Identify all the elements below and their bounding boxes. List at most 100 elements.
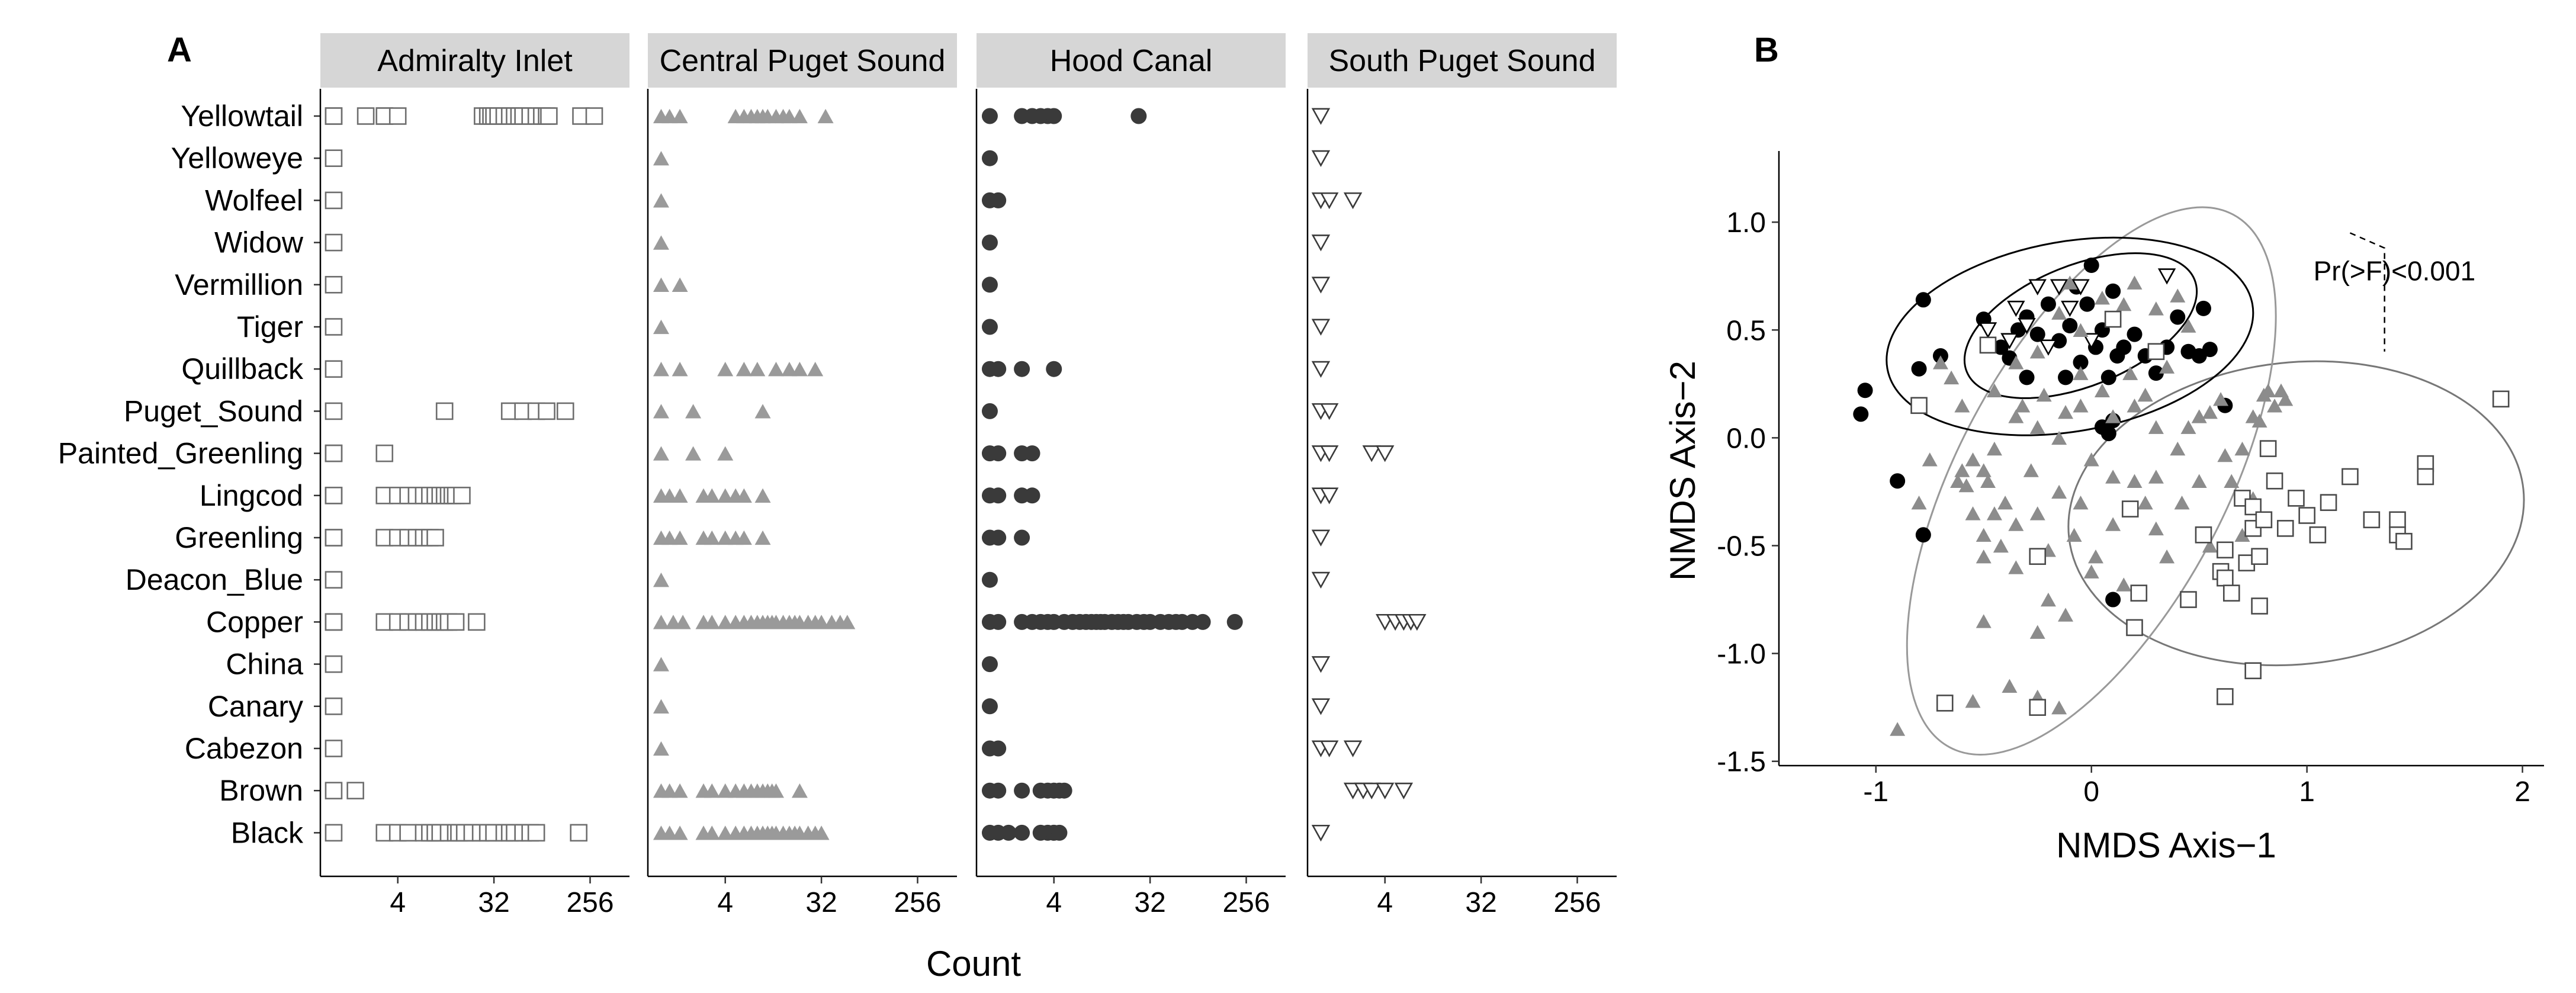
nmds-point-central-puget-sound-75 <box>2202 538 2218 553</box>
point-hood-canal-black-2 <box>1000 824 1017 841</box>
nmds-point-central-puget-sound-30 <box>2170 441 2186 456</box>
species-label-china: China <box>226 648 303 681</box>
point-south-puget-sound-widow-0 <box>1311 234 1331 252</box>
nmds-point-hood-canal-0 <box>1857 383 1873 399</box>
nmds-point-central-puget-sound-19 <box>2051 430 2067 445</box>
point-central-puget-sound-brown-4 <box>704 783 720 798</box>
significance-annotation: Pr(>F)<0.001 <box>2314 256 2476 287</box>
nmds-point-central-puget-sound-14 <box>1954 463 1970 477</box>
point-south-puget-sound-deacon-blue-0 <box>1311 571 1331 589</box>
species-label-yellowtail: Yellowtail <box>181 99 303 133</box>
point-south-puget-sound-black-0 <box>1311 824 1331 842</box>
point-central-puget-sound-yellowtail-11 <box>781 108 798 124</box>
point-central-puget-sound-copper-20 <box>813 615 830 629</box>
point-admiralty-inlet-tiger-0 <box>325 318 343 336</box>
series-admiralty-inlet <box>1910 310 2510 716</box>
facet-strip-south-puget-sound <box>1308 33 1617 88</box>
point-south-puget-sound-painted-greenling-3 <box>1376 445 1395 462</box>
point-central-puget-sound-yellowtail-1 <box>661 108 678 124</box>
species-label-wolfeel: Wolfeel <box>205 184 303 217</box>
nmds-point-hood-canal-4 <box>1915 292 1931 308</box>
point-central-puget-sound-lingcod-7 <box>735 488 752 503</box>
point-admiralty-inlet-lingcod-1 <box>325 486 343 504</box>
nmds-point-south-puget-sound-1 <box>2018 318 2036 335</box>
point-south-puget-sound-greenling-0 <box>1311 529 1331 547</box>
point-admiralty-inlet-painted-greenling-1 <box>325 444 343 462</box>
nmds-point-south-puget-sound-0 <box>2007 300 2025 317</box>
point-central-puget-sound-black-20 <box>813 825 830 840</box>
point-admiralty-inlet-widow-0 <box>325 233 343 252</box>
nmds-point-admiralty-inlet-34 <box>2417 468 2434 486</box>
nmds-point-central-puget-sound-11 <box>1997 495 2013 510</box>
panel-a-strip-plot: Yellowtail Yelloweye Wolfeel Widow Vermillio… <box>58 33 1617 918</box>
nmds-point-admiralty-inlet-13 <box>2222 584 2240 602</box>
nmds-point-central-puget-sound-6 <box>2040 592 2056 607</box>
nmds-point-central-puget-sound-8 <box>1993 538 2009 553</box>
point-admiralty-inlet-vermillion-0 <box>325 275 343 294</box>
point-hood-canal-copper-28 <box>1226 613 1243 630</box>
nmds-point-admiralty-inlet-2 <box>1910 397 1928 414</box>
nmds-point-central-puget-sound-1 <box>1965 694 1981 708</box>
nmds-point-central-puget-sound-63 <box>1944 370 1960 385</box>
nmds-point-hood-canal-14 <box>2062 318 2078 334</box>
point-hood-canal-canary-0 <box>981 698 998 715</box>
nmds-point-south-puget-sound-2 <box>2039 339 2058 356</box>
x-tick-label-hood-canal-256: 256 <box>1222 887 1270 918</box>
point-hood-canal-black-3 <box>1014 824 1030 841</box>
point-hood-canal-brown-2 <box>1014 782 1030 799</box>
point-central-puget-sound-brown-14 <box>791 783 808 798</box>
species-label-tiger: Tiger <box>237 310 303 343</box>
nmds-point-hood-canal-32 <box>2195 300 2211 316</box>
nmds-point-central-puget-sound-68 <box>1965 506 1981 520</box>
point-central-puget-sound-puget-sound-0 <box>653 404 669 419</box>
nmds-point-central-puget-sound-7 <box>1976 549 1992 564</box>
nmds-point-central-puget-sound-29 <box>2148 420 2164 434</box>
point-hood-canal-copper-1 <box>990 613 1007 630</box>
point-central-puget-sound-yelloweye-0 <box>653 151 669 166</box>
x-tick-label-admiralty-inlet-4: 4 <box>390 887 406 918</box>
nmds-point-central-puget-sound-50 <box>2029 345 2045 359</box>
point-central-puget-sound-black-1 <box>661 825 678 840</box>
nmds-point-admiralty-inlet-16 <box>2244 520 2262 537</box>
point-south-puget-sound-canary-0 <box>1311 698 1331 715</box>
nmds-point-admiralty-inlet-20 <box>2255 511 2273 529</box>
point-hood-canal-yelloweye-0 <box>981 150 998 166</box>
nmds-x-tick-label-3: 2 <box>2514 776 2530 808</box>
nmds-point-hood-canal-3 <box>1911 361 1927 377</box>
nmds-point-admiralty-inlet-29 <box>2363 511 2381 529</box>
point-hood-canal-puget-sound-0 <box>981 403 998 419</box>
point-south-puget-sound-painted-greenling-1 <box>1319 445 1339 462</box>
ellipse-admiralty-inlet <box>2067 360 2525 667</box>
species-label-lingcod: Lingcod <box>200 479 303 512</box>
nmds-point-central-puget-sound-25 <box>2073 399 2089 413</box>
point-hood-canal-brown-1 <box>990 782 1007 799</box>
nmds-point-central-puget-sound-86 <box>1976 614 1992 628</box>
point-admiralty-inlet-copper-13 <box>468 613 486 631</box>
species-label-black: Black <box>231 816 304 849</box>
facet-title-admiralty-inlet: Admiralty Inlet <box>377 44 573 78</box>
nmds-point-central-puget-sound-54 <box>2127 275 2143 290</box>
point-admiralty-inlet-lingcod-14 <box>453 486 471 504</box>
nmds-point-central-puget-sound-42 <box>2234 441 2250 456</box>
nmds-point-central-puget-sound-90 <box>2073 366 2089 380</box>
point-south-puget-sound-painted-greenling-2 <box>1362 445 1381 462</box>
point-central-puget-sound-canary-0 <box>653 699 669 714</box>
point-admiralty-inlet-yelloweye-0 <box>325 149 343 167</box>
nmds-point-central-puget-sound-65 <box>1922 452 1938 467</box>
point-central-puget-sound-puget-sound-2 <box>754 404 771 419</box>
species-label-deacon-blue: Deacon_Blue <box>126 563 303 596</box>
point-admiralty-inlet-china-0 <box>325 655 343 673</box>
nmds-point-central-puget-sound-13 <box>1958 478 1974 493</box>
point-central-puget-sound-quillback-7 <box>791 362 808 377</box>
point-central-puget-sound-cabezon-0 <box>653 741 669 756</box>
point-admiralty-inlet-black-3 <box>399 824 417 842</box>
nmds-point-central-puget-sound-71 <box>2058 608 2074 622</box>
point-central-puget-sound-yellowtail-2 <box>672 108 688 124</box>
point-south-puget-sound-brown-2 <box>1362 782 1381 800</box>
point-central-puget-sound-copper-4 <box>704 615 720 629</box>
nmds-point-admiralty-inlet-18 <box>2251 548 2268 565</box>
point-central-puget-sound-copper-0 <box>653 615 669 629</box>
nmds-point-central-puget-sound-45 <box>2137 495 2153 510</box>
nmds-point-admiralty-inlet-3 <box>1979 336 1997 354</box>
point-admiralty-inlet-puget-sound-1 <box>435 402 454 420</box>
